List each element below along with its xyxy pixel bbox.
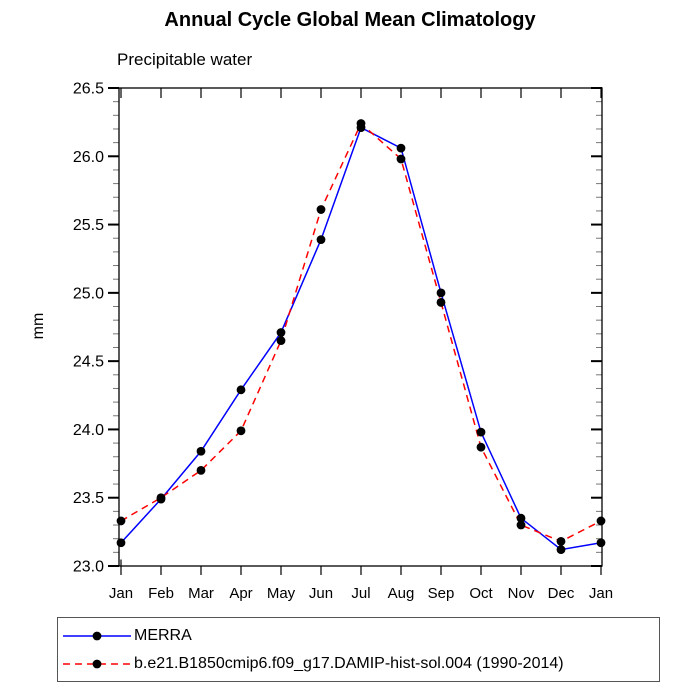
- x-tick-label: May: [267, 585, 296, 602]
- x-tick-label: Sep: [428, 585, 455, 602]
- x-tick-label: Jul: [351, 585, 370, 602]
- data-point-marker: [316, 205, 326, 214]
- data-point-marker: [596, 538, 606, 548]
- data-point-marker: [556, 545, 566, 555]
- legend: MERRA b.e21.B1850cmip6.f09_g17.DAMIP-hist…: [57, 617, 660, 682]
- x-tick-label: Aug: [388, 585, 415, 602]
- legend-series-label: b.e21.B1850cmip6.f09_g17.DAMIP-hist-sol.…: [134, 654, 564, 672]
- data-point-marker: [476, 442, 486, 452]
- data-point-marker: [396, 154, 406, 164]
- x-tick-label: Dec: [548, 585, 575, 602]
- x-tick-label: Oct: [469, 585, 493, 602]
- data-point-marker: [436, 288, 446, 298]
- chart-plot-area: 23.0 23.5 24.0 24.5 25.0 25.5 26.0 26.5 Jan Feb Ma…: [73, 81, 613, 603]
- data-point-marker: [596, 516, 606, 526]
- data-point-marker: [116, 516, 126, 526]
- y-tick-label: 26.0: [73, 149, 104, 166]
- x-tick-label: Feb: [148, 585, 174, 602]
- x-tick-label: Jan: [589, 585, 613, 602]
- data-point-marker: [316, 235, 326, 244]
- x-tick-label: Jun: [309, 585, 333, 602]
- legend-series-label: MERRA: [134, 626, 192, 644]
- chart-subtitle: Precipitable water: [117, 50, 253, 69]
- data-point-marker: [436, 298, 446, 307]
- data-point-marker: [196, 466, 206, 475]
- y-tick-label: 23.5: [73, 490, 104, 507]
- x-tick-label: Apr: [229, 585, 252, 602]
- data-point-marker: [116, 538, 126, 548]
- data-point-marker: [516, 513, 526, 523]
- data-point-marker: [556, 537, 566, 546]
- legend-marker-dot: [92, 659, 102, 668]
- data-point-marker: [276, 336, 286, 346]
- x-tick-label: Mar: [188, 585, 214, 602]
- legend-line-sample: [63, 659, 131, 668]
- data-point-marker: [356, 119, 366, 128]
- chart-title: Annual Cycle Global Mean Climatology: [164, 9, 536, 31]
- y-tick-label: 24.0: [73, 422, 104, 439]
- data-point-marker: [396, 143, 406, 153]
- data-point-marker: [236, 426, 246, 436]
- data-point-marker: [196, 446, 206, 456]
- x-tick-label: Jan: [109, 585, 133, 602]
- series-line-0: [120, 126, 602, 551]
- legend-marker-dot: [92, 631, 102, 640]
- y-tick-label: 25.5: [73, 217, 104, 234]
- y-tick-label: 23.0: [73, 559, 104, 576]
- legend-line-sample: [63, 631, 131, 640]
- data-point-marker: [516, 520, 526, 530]
- y-tick-label: 25.0: [73, 285, 104, 302]
- y-tick-label: 26.5: [73, 81, 104, 98]
- data-point-marker: [276, 328, 286, 337]
- y-tick-label: 24.5: [73, 354, 104, 371]
- legend-item-0: MERRA: [62, 623, 659, 648]
- axis-frame: [118, 87, 603, 567]
- data-point-marker: [476, 427, 486, 437]
- legend-item-1: b.e21.B1850cmip6.f09_g17.DAMIP-hist-sol.…: [62, 651, 659, 676]
- data-point-marker: [236, 385, 246, 395]
- data-point-marker: [156, 493, 166, 503]
- series-line-1: [120, 122, 602, 543]
- x-tick-label: Nov: [508, 585, 535, 602]
